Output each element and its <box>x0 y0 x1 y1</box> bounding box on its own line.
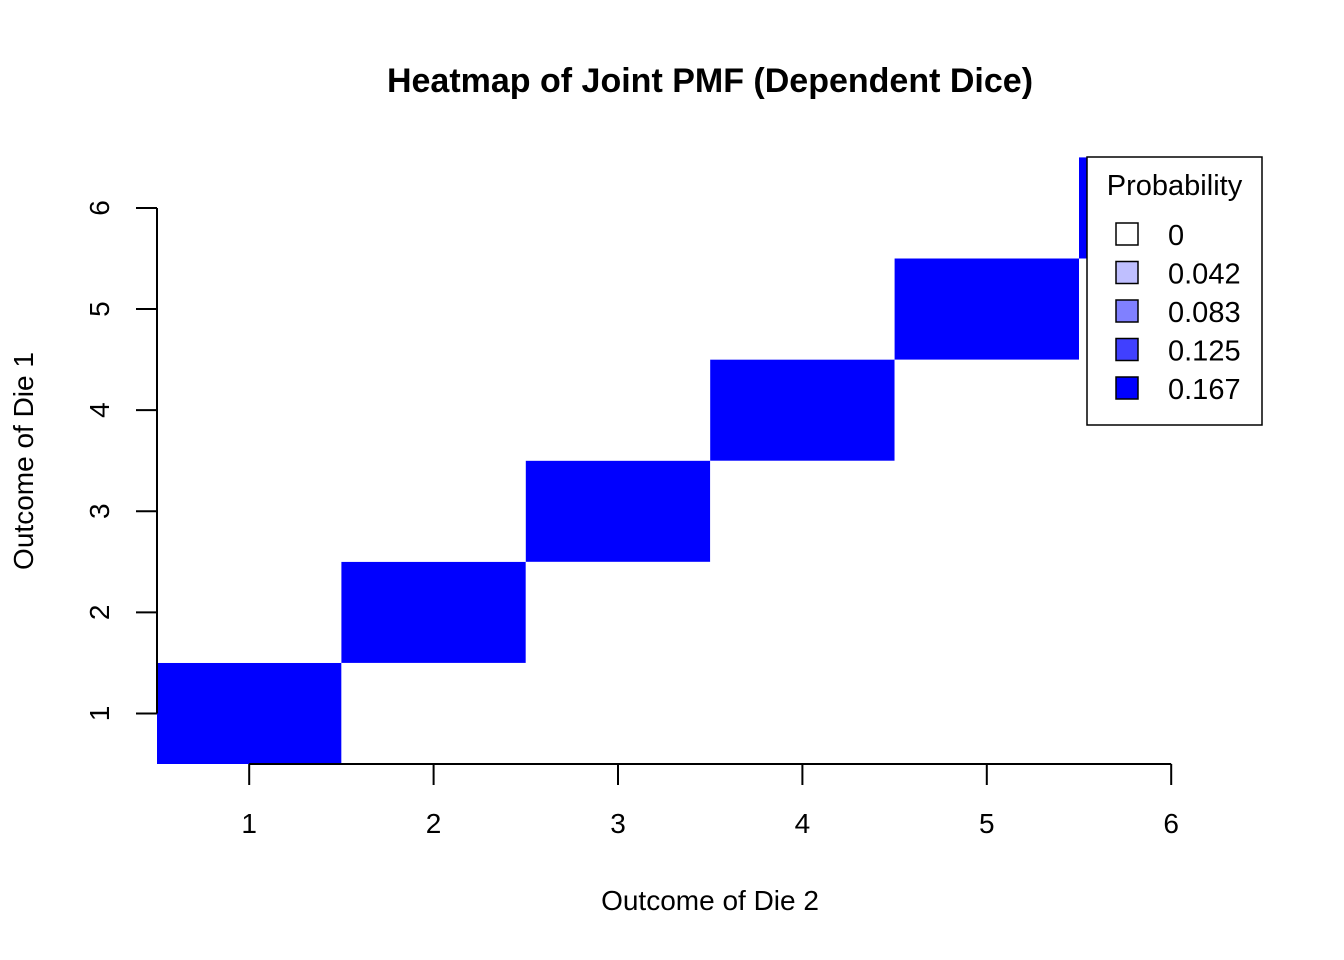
heatmap-cell-2-4 <box>710 561 895 663</box>
heatmap-cell-5-2 <box>341 258 526 360</box>
heatmap-cell-3-4 <box>710 460 895 562</box>
heatmap-cell-4-3 <box>525 359 711 461</box>
heatmap-cell-5-5 <box>894 258 1079 360</box>
y-tick-label: 3 <box>84 503 115 519</box>
legend-entry-label: 0.125 <box>1168 336 1241 368</box>
heatmap-cell-2-1 <box>157 561 342 663</box>
legend-swatch <box>1115 222 1139 246</box>
chart-title: Heatmap of Joint PMF (Dependent Dice) <box>387 62 1033 100</box>
legend-swatch <box>1115 260 1139 285</box>
heatmap-cell-6-1 <box>157 157 342 259</box>
heatmap-cell-4-4 <box>710 359 895 461</box>
legend-swatch <box>1115 337 1139 362</box>
heatmap-cell-4-5 <box>894 359 1079 461</box>
heatmap-cell-5-1 <box>157 258 342 360</box>
heatmap-cell-2-2 <box>341 561 526 663</box>
y-tick-label: 4 <box>84 402 115 418</box>
legend-swatch <box>1115 376 1139 400</box>
heatmap-cell-1-6 <box>1079 662 1172 764</box>
legend-entry-label: 0.167 <box>1168 374 1241 406</box>
heatmap-cell-1-4 <box>710 662 895 764</box>
x-axis-label: Outcome of Die 2 <box>601 885 819 916</box>
heatmap-cell-6-5 <box>894 157 1079 259</box>
heatmap-cell-1-1 <box>157 662 342 764</box>
x-tick-label: 3 <box>610 808 626 839</box>
heatmap-cell-1-2 <box>341 662 526 764</box>
heatmap-cell-2-3 <box>525 561 711 663</box>
y-axis: 1 2 3 4 5 6 <box>84 200 158 722</box>
heatmap-cell-2-5 <box>894 561 1079 663</box>
heatmap-cell-3-6 <box>1079 460 1172 562</box>
heatmap-cell-4-1 <box>157 359 342 461</box>
y-axis-label: Outcome of Die 1 <box>8 352 39 570</box>
legend-entry-label: 0.042 <box>1168 259 1241 291</box>
heatmap-cell-2-6 <box>1079 561 1172 663</box>
x-tick-label: 6 <box>1163 808 1179 839</box>
x-tick-label: 5 <box>979 808 995 839</box>
y-tick-label: 5 <box>84 301 115 317</box>
heatmap-cell-1-3 <box>525 662 711 764</box>
y-tick-label: 2 <box>84 605 115 621</box>
x-tick-label: 4 <box>795 808 811 839</box>
x-axis: 1 2 3 4 5 6 <box>241 763 1179 839</box>
heatmap-cell-4-2 <box>341 359 526 461</box>
y-tick-label: 1 <box>84 706 115 722</box>
heatmap-cell-3-3 <box>525 460 711 562</box>
heatmap-cell-6-4 <box>710 157 895 259</box>
heatmap-cell-5-3 <box>525 258 711 360</box>
heatmap-cell-6-3 <box>525 157 711 259</box>
heatmap-cell-3-1 <box>157 460 342 562</box>
heatmap-cell-1-5 <box>894 662 1079 764</box>
legend-entry-label: 0 <box>1168 220 1184 252</box>
legend: Probability 0 0.042 0.083 0.125 0.167 <box>1086 156 1263 426</box>
heatmap-cell-3-5 <box>894 460 1079 562</box>
heatmap-cell-3-2 <box>341 460 526 562</box>
y-tick-label: 6 <box>84 200 115 216</box>
x-tick-label: 1 <box>241 808 257 839</box>
heatmap-cells <box>157 157 1172 764</box>
legend-title: Probability <box>1107 170 1243 202</box>
heatmap-cell-6-2 <box>341 157 526 259</box>
heatmap-cell-5-4 <box>710 258 895 360</box>
x-tick-label: 2 <box>426 808 442 839</box>
legend-entry-label: 0.083 <box>1168 297 1241 329</box>
legend-swatch <box>1115 299 1139 323</box>
